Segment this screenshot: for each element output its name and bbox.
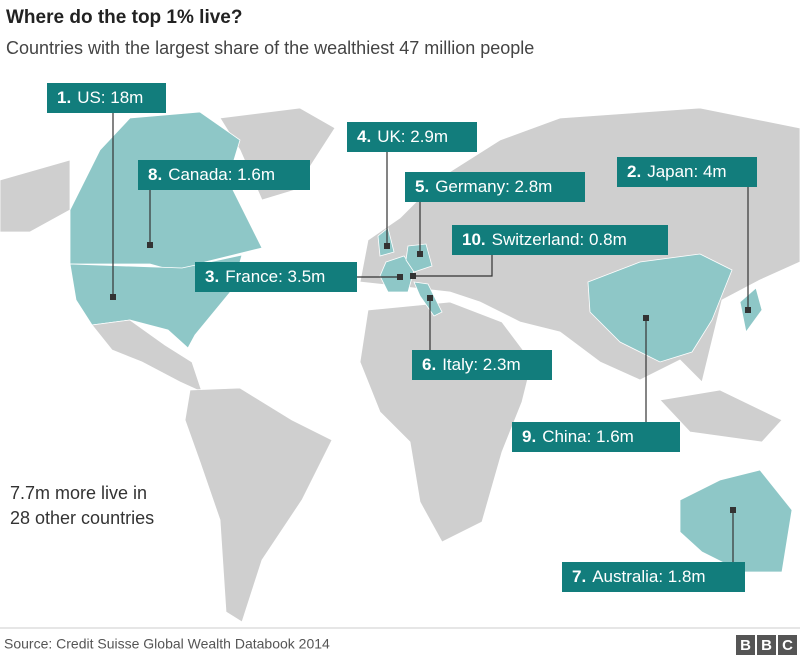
south-america (184, 387, 333, 623)
australia (679, 469, 793, 573)
label-box (405, 172, 585, 202)
leader-dot (730, 507, 736, 513)
label-text: 8. Canada: 1.6m (148, 165, 275, 184)
leader-dot (417, 251, 423, 257)
label-text: 9. China: 1.6m (522, 427, 634, 446)
subtitle: Countries with the largest share of the … (6, 38, 534, 58)
title: Where do the top 1% live? (6, 7, 242, 28)
label-value: Australia: 1.8m (592, 567, 705, 586)
callout: 5. Germany: 2.8m (405, 172, 585, 257)
callout: 3. France: 3.5m (195, 262, 403, 292)
logo-letter: B (761, 637, 772, 654)
callout: 8. Canada: 1.6m (138, 160, 310, 248)
label-box (412, 350, 552, 380)
label-value: Japan: 4m (647, 162, 726, 181)
germany (405, 243, 433, 273)
label-box (617, 157, 757, 187)
label-text: 3. France: 3.5m (205, 267, 325, 286)
label-text: 1. US: 18m (57, 88, 143, 107)
leader-dot (745, 307, 751, 313)
label-box (512, 422, 680, 452)
label-text: 7. Australia: 1.8m (572, 567, 706, 586)
label-value: UK: 2.9m (377, 127, 448, 146)
label-rank: 9. (522, 427, 536, 446)
label-text: 2. Japan: 4m (627, 162, 727, 181)
label-box (347, 122, 477, 152)
se-asia-islands (659, 389, 783, 443)
callout: 4. UK: 2.9m (347, 122, 477, 249)
label-rank: 7. (572, 567, 586, 586)
label-value: France: 3.5m (225, 267, 325, 286)
logo-letter: C (782, 637, 793, 654)
label-value: Germany: 2.8m (435, 177, 552, 196)
africa (359, 301, 533, 543)
logo-box (736, 635, 755, 655)
label-text: 5. Germany: 2.8m (415, 177, 552, 196)
label-box (562, 562, 745, 592)
label-rank: 5. (415, 177, 429, 196)
label-rank: 2. (627, 162, 641, 181)
label-rank: 4. (357, 127, 371, 146)
callout: 9. China: 1.6m (512, 315, 680, 452)
callout: 7. Australia: 1.8m (562, 507, 745, 592)
label-value: China: 1.6m (542, 427, 634, 446)
label-text: 6. Italy: 2.3m (422, 355, 521, 374)
label-rank: 10. (462, 230, 486, 249)
label-text: 10. Switzerland: 0.8m (462, 230, 627, 249)
leader-dot (397, 274, 403, 280)
label-rank: 6. (422, 355, 436, 374)
leader-dot (427, 295, 433, 301)
label-value: Canada: 1.6m (168, 165, 275, 184)
logo-box (778, 635, 797, 655)
leader-dot (410, 273, 416, 279)
china (587, 253, 733, 363)
source: Source: Credit Suisse Global Wealth Data… (4, 636, 330, 652)
label-value: US: 18m (77, 88, 143, 107)
canada (69, 111, 263, 274)
label-box (138, 160, 310, 190)
leader-line (413, 255, 493, 277)
label-rank: 1. (57, 88, 71, 107)
leader-dot (147, 242, 153, 248)
label-box (452, 225, 668, 255)
callouts: 1. US: 18m 2. Japan: 4m 3. France: 3.5m 4. UK: … (47, 83, 757, 592)
note-line: 7.7m more live in (10, 483, 147, 503)
leader-dot (110, 294, 116, 300)
logo-letter: B (740, 637, 751, 654)
label-rank: 3. (205, 267, 219, 286)
callout: 10. Switzerland: 0.8m (410, 225, 668, 279)
label-value: Switzerland: 0.8m (492, 230, 627, 249)
callout: 6. Italy: 2.3m (412, 295, 552, 380)
alaska (0, 159, 71, 233)
logo-box (757, 635, 776, 655)
label-text: 4. UK: 2.9m (357, 127, 448, 146)
label-box (195, 262, 357, 292)
note-line: 28 other countries (10, 508, 154, 528)
label-box (47, 83, 166, 113)
callout: 2. Japan: 4m (617, 157, 757, 313)
label-value: Italy: 2.3m (442, 355, 520, 374)
leader-dot (384, 243, 390, 249)
callout: 1. US: 18m (47, 83, 166, 300)
leader-dot (643, 315, 649, 321)
label-rank: 8. (148, 165, 162, 184)
